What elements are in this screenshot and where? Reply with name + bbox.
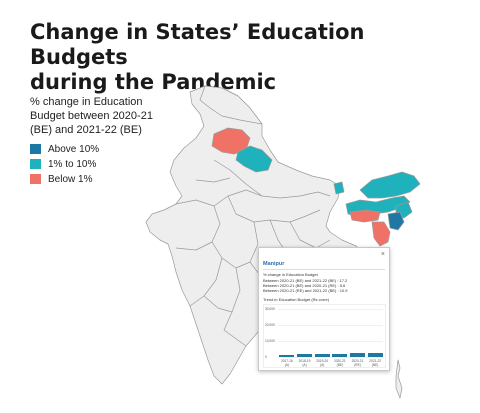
bar[interactable] [314,353,330,357]
popup-state-name: Manipur [263,261,285,267]
x-tick-label: 2017-18 (A) [280,359,293,367]
bar[interactable] [296,354,313,357]
state-arunachal [359,171,421,199]
legend-label-below: Below 1% [48,173,93,185]
legend-swatch-mid [30,159,41,169]
legend-item-above: Above 10% [30,142,99,156]
y-tick-label: 30,000 [265,307,275,311]
x-tick-label: 2020-21 (RE) [351,359,364,367]
legend-label-mid: 1% to 10% [48,158,97,170]
gridline [278,325,383,326]
legend-title: % change in Education Budget between 202… [30,95,200,137]
bar[interactable] [332,353,348,357]
legend-title-line-2: Budget between 2020-21 [30,110,153,122]
popup-chart-title: Trend in Education Budget (Rs crore) [263,297,330,302]
legend: Above 10% 1% to 10% Below 1% [30,142,99,187]
x-tick-label: 2018-19 (A) [298,359,311,367]
state-popup: × Manipur % change in Education Budget B… [258,247,390,371]
popup-line-1: Between 2020-21 (BE) and 2021-22 (BE) : … [263,278,348,283]
gridline [278,357,383,358]
x-tick-label: 2021-22 (BE) [369,359,381,367]
title-line-1: Change in States’ Education Budgets [30,20,365,69]
popup-line-2: Between 2020-21 (BE) and 2020-21 (RE) : … [263,283,346,288]
close-icon[interactable]: × [380,251,385,258]
y-tick-label: 0 [265,355,267,359]
x-tick-label: 2019-20 (A) [316,359,328,367]
state-meghalaya [349,209,381,223]
state-manipur [387,211,405,231]
bar[interactable] [367,353,383,357]
state-tripura-mizoram [371,221,391,247]
y-tick-label: 20,000 [265,323,275,327]
legend-item-mid: 1% to 10% [30,157,99,171]
popup-divider [263,269,385,270]
gridline [278,341,383,342]
page-title: Change in States’ Education Budgets duri… [30,20,450,95]
islands [395,359,403,399]
legend-title-line-3: (BE) and 2021-22 (BE) [30,124,142,136]
state-uttarakhand [235,145,273,173]
state-ladakh [199,85,263,125]
title-line-2: during the Pandemic [30,70,277,94]
bar[interactable] [279,354,295,357]
legend-title-line-1: % change in Education [30,96,143,108]
bar[interactable] [349,353,366,357]
state-sikkim [333,181,345,195]
popup-caption: % change in Education Budget [263,272,318,277]
legend-swatch-below [30,174,41,184]
y-tick-label: 10,000 [265,339,275,343]
legend-item-below: Below 1% [30,172,99,186]
x-tick-label: 2020-21 (BE) [333,359,346,367]
legend-label-above: Above 10% [48,143,100,155]
gridline [278,309,383,310]
legend-swatch-above [30,144,41,154]
popup-line-3: Between 2020-21 (RE) and 2021-22 (BE) : … [263,288,348,293]
popup-bar-chart: 30,000 20,000 10,000 0 2017-18 (A) 2018-19 (A… [263,304,386,368]
